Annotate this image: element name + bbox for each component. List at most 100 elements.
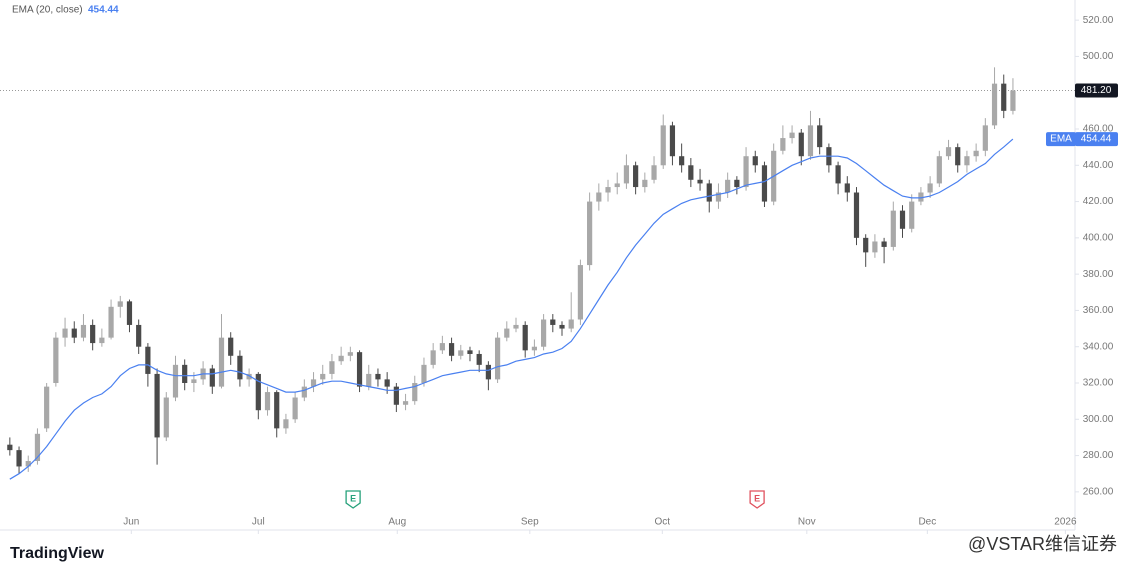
candle-body bbox=[881, 241, 887, 247]
y-tick-label: 260.00 bbox=[1083, 486, 1114, 497]
candle-body bbox=[237, 355, 243, 380]
candle-body bbox=[7, 444, 13, 451]
y-tick-label: 500.00 bbox=[1083, 51, 1114, 62]
candle-body bbox=[725, 179, 731, 193]
candle-body bbox=[347, 352, 353, 356]
ema-line bbox=[9, 138, 1014, 480]
candle-body bbox=[633, 165, 639, 188]
candle-body bbox=[614, 183, 620, 188]
x-tick-label: Oct bbox=[655, 517, 671, 528]
candle-body bbox=[1010, 90, 1016, 111]
ema-badge-name-bg bbox=[1046, 132, 1076, 147]
candle-body bbox=[817, 125, 823, 148]
candle-body bbox=[863, 237, 869, 253]
candle-body bbox=[660, 125, 666, 166]
candle-body bbox=[752, 156, 758, 166]
candle-body bbox=[955, 147, 961, 166]
candle-body bbox=[522, 324, 528, 351]
y-tick-label: 340.00 bbox=[1083, 341, 1114, 352]
earnings-marker bbox=[749, 490, 765, 509]
candle-body bbox=[890, 210, 896, 247]
candle-body bbox=[44, 386, 50, 429]
ema-badge-bg bbox=[1075, 132, 1118, 147]
candle-body bbox=[366, 373, 372, 387]
candle-body bbox=[743, 156, 749, 188]
x-tick-label: Sep bbox=[521, 517, 539, 528]
candle-body bbox=[476, 353, 482, 365]
candle-body bbox=[642, 179, 648, 188]
earnings-label: E bbox=[754, 493, 760, 503]
candle-body bbox=[780, 138, 786, 151]
candle-body bbox=[80, 324, 87, 338]
x-tick-label: Jul bbox=[252, 517, 265, 528]
earnings-marker bbox=[345, 490, 361, 509]
candle-body bbox=[209, 368, 215, 387]
candle-body bbox=[356, 352, 363, 387]
candle-body bbox=[504, 328, 510, 338]
candle-body bbox=[1001, 83, 1007, 111]
y-tick-label: 380.00 bbox=[1083, 269, 1114, 280]
candle-body bbox=[145, 346, 151, 374]
price-badge-label: 481.20 bbox=[1081, 85, 1112, 96]
candle-body bbox=[918, 192, 924, 202]
candle-body bbox=[872, 241, 878, 253]
candle-body bbox=[844, 183, 850, 193]
candle-body bbox=[182, 364, 188, 383]
candle-body bbox=[789, 132, 795, 139]
candle-body bbox=[292, 397, 298, 420]
candle-body bbox=[329, 361, 335, 374]
price-badge bbox=[1075, 83, 1118, 98]
y-tick-label: 280.00 bbox=[1083, 450, 1114, 461]
candle-body bbox=[605, 187, 611, 193]
candle-body bbox=[310, 379, 317, 387]
x-tick-label: 2026 bbox=[1054, 517, 1077, 528]
x-tick-label: Dec bbox=[918, 517, 936, 528]
ema-badge-name: EMA bbox=[1050, 134, 1072, 145]
brand-logo: TradingView bbox=[10, 545, 104, 562]
candle-body bbox=[807, 125, 814, 157]
candle-body bbox=[274, 392, 280, 429]
candle-body bbox=[761, 165, 768, 202]
candle-body bbox=[467, 350, 473, 354]
candle-body bbox=[577, 265, 584, 320]
y-tick-label: 520.00 bbox=[1083, 15, 1114, 26]
y-tick-label: 440.00 bbox=[1083, 160, 1114, 171]
legend-name: EMA (20, close) bbox=[12, 5, 83, 16]
candle-body bbox=[679, 156, 685, 166]
candle-body bbox=[485, 364, 491, 380]
candle-body bbox=[853, 192, 860, 238]
ema-badge-value: 454.44 bbox=[1081, 134, 1112, 145]
candle-body bbox=[53, 337, 59, 383]
y-tick-label: 320.00 bbox=[1083, 378, 1114, 389]
candle-body bbox=[458, 350, 464, 356]
candle-body bbox=[421, 364, 427, 383]
candle-body bbox=[255, 373, 261, 411]
candle-body bbox=[715, 192, 722, 202]
candle-body bbox=[973, 150, 979, 157]
candle-body bbox=[218, 337, 225, 387]
candle-body bbox=[964, 156, 970, 166]
x-tick-label: Nov bbox=[798, 517, 816, 528]
candle-body bbox=[172, 364, 179, 398]
candle-body bbox=[587, 201, 593, 266]
candle-body bbox=[688, 165, 694, 180]
earnings-label: E bbox=[350, 493, 356, 503]
candle-body bbox=[283, 419, 289, 429]
candle-body bbox=[439, 343, 445, 351]
candle-body bbox=[945, 147, 952, 157]
candle-body bbox=[899, 210, 906, 229]
candle-body bbox=[16, 450, 22, 467]
y-tick-label: 400.00 bbox=[1083, 232, 1114, 243]
candle-body bbox=[412, 383, 418, 402]
candle-body bbox=[136, 324, 142, 347]
candle-body bbox=[494, 337, 501, 380]
candle-body bbox=[550, 319, 556, 325]
candle-body bbox=[402, 401, 409, 405]
candle-body bbox=[163, 397, 169, 438]
candle-body bbox=[246, 373, 252, 380]
candle-body bbox=[835, 165, 841, 184]
candle-body bbox=[909, 201, 915, 229]
candle-body bbox=[513, 324, 519, 329]
candle-body bbox=[697, 179, 703, 184]
